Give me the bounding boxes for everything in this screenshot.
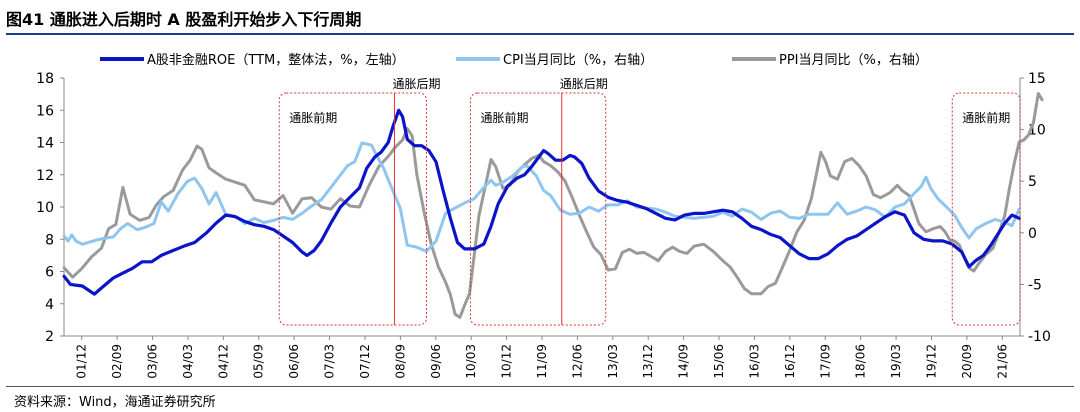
y-left-tick-label: 16 (36, 103, 54, 119)
plot-frame (63, 78, 1021, 337)
x-tick-label: 13/12 (641, 344, 655, 379)
annotation-label: 通胀前期 (480, 110, 528, 125)
annotation-label: 通胀后期 (560, 77, 608, 91)
y-right-tick-label: 5 (1028, 174, 1037, 190)
y-axis-left: 2 4 6 8 10 12 14 16 18 (36, 71, 64, 345)
series-lines (62, 92, 1044, 319)
x-tick-label: 16/03 (747, 344, 761, 379)
x-tick-label: 05/09 (252, 344, 266, 379)
x-tick-label: 14/09 (677, 344, 691, 379)
source-rule (6, 386, 1074, 387)
x-tick-label: 15/06 (712, 344, 726, 379)
x-tick-label: 13/03 (606, 344, 620, 379)
series-line-2 (62, 92, 1044, 319)
legend-label-0: A股非金融ROE（TTM，整体法，%，左轴） (147, 52, 405, 68)
y-left-tick-label: 4 (45, 297, 54, 313)
x-tick-label: 04/03 (181, 344, 195, 379)
x-tick-label: 06/06 (287, 344, 301, 379)
x-tick-label: 19/03 (889, 344, 903, 379)
y-left-tick-label: 6 (45, 265, 54, 281)
x-tick-label: 16/12 (783, 344, 797, 379)
x-tick-label: 10/12 (500, 344, 514, 379)
annotation-label: 通胀前期 (962, 110, 1010, 125)
legend-label-2: PPI当月同比（%，右轴） (779, 53, 928, 68)
legend: A股非金融ROE（TTM，整体法，%，左轴） CPI当月同比（%，右轴） PPI当月… (100, 52, 928, 68)
x-tick-label: 07/03 (323, 344, 337, 379)
figure-title: 图41 通胀进入后期时 A 股盈利开始步入下行周期 (6, 10, 362, 29)
x-tick-label: 08/09 (393, 344, 407, 379)
y-right-tick-label: -10 (1028, 329, 1051, 345)
x-tick-label: 09/06 (429, 344, 443, 379)
x-tick-label: 18/06 (854, 344, 868, 379)
annotation-box (951, 92, 1021, 326)
series-line-0 (62, 108, 1021, 296)
y-left-tick-label: 8 (45, 232, 54, 248)
x-tick-label: 20/09 (960, 344, 974, 379)
y-left-tick-label: 10 (36, 200, 54, 216)
annotation-box (469, 92, 607, 326)
source-note: 资料来源：Wind，海通证券研究所 (14, 395, 216, 410)
y-left-tick-label: 2 (45, 329, 54, 345)
y-right-tick-label: 15 (1028, 71, 1046, 87)
y-left-tick-label: 18 (36, 71, 54, 87)
x-tick-label: 21/06 (995, 344, 1009, 379)
y-right-tick-label: 0 (1028, 226, 1037, 242)
title-rule (6, 33, 1074, 35)
x-tick-label: 12/06 (570, 344, 584, 379)
x-tick-label: 03/06 (146, 344, 160, 379)
x-tick-label: 10/03 (464, 344, 478, 379)
x-tick-label: 04/12 (216, 344, 230, 379)
y-left-tick-label: 14 (36, 136, 54, 152)
x-tick-label: 01/12 (75, 344, 89, 379)
x-tick-label: 02/09 (110, 344, 124, 379)
y-right-tick-label: -5 (1028, 277, 1042, 293)
x-tick-label: 11/09 (535, 344, 549, 379)
x-tick-label: 19/12 (924, 344, 938, 379)
legend-label-1: CPI当月同比（%，右轴） (503, 53, 653, 68)
y-left-tick-label: 12 (36, 168, 54, 184)
annotation-box (278, 92, 427, 326)
annotation-label: 通胀后期 (392, 77, 440, 91)
x-axis: 01/12 02/09 03/06 04/03 04/12 05/09 06/06 07/03… (75, 336, 1009, 379)
x-tick-label: 07/12 (358, 344, 372, 379)
annotation-label: 通胀前期 (289, 110, 337, 125)
x-tick-label: 17/09 (818, 344, 832, 379)
series-line-1 (62, 141, 1021, 253)
